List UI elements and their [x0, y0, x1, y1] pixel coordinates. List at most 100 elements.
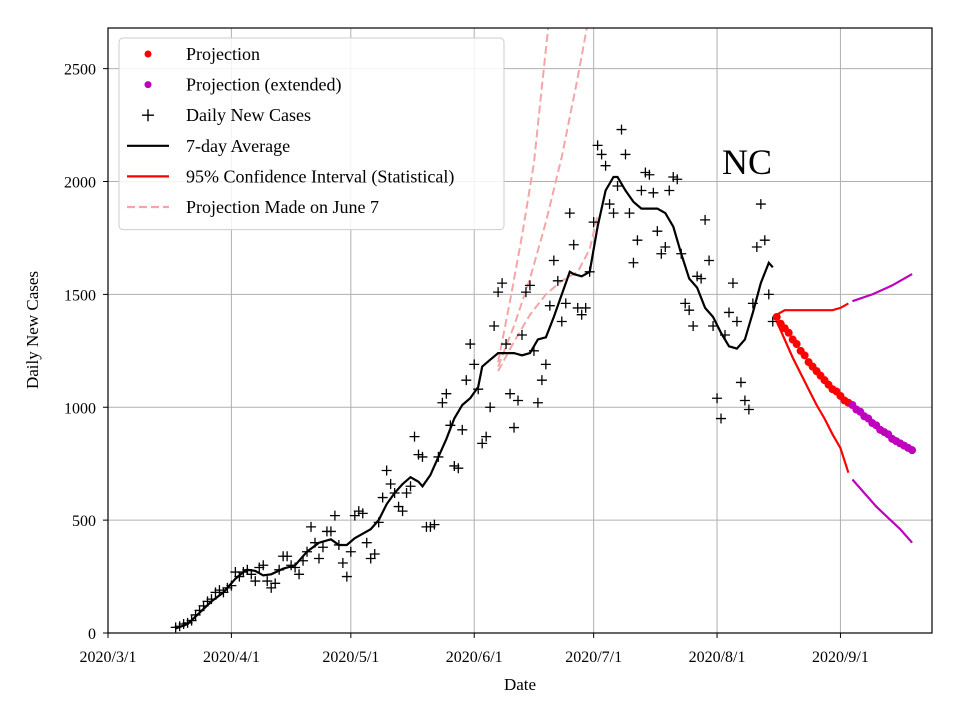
daily-case-point [648, 187, 659, 198]
projection-point [784, 328, 793, 337]
daily-case-point [576, 309, 587, 320]
x-tick-label: 2020/9/1 [812, 649, 869, 666]
daily-case-point [497, 278, 508, 289]
daily-case-point [755, 199, 766, 210]
daily-case-point [560, 298, 571, 309]
daily-case-point [417, 451, 428, 462]
daily-case-point [513, 395, 524, 406]
daily-case-point [644, 169, 655, 180]
daily-case-point [397, 506, 408, 517]
legend: Projection Projection (extended) Daily New… [118, 37, 505, 231]
daily-case-point [516, 330, 527, 341]
daily-case-point [624, 208, 635, 219]
annotation-label: NC [722, 142, 772, 182]
plot-content [170, 28, 917, 633]
y-tick-label: 2500 [64, 62, 96, 79]
daily-case-point [739, 395, 750, 406]
daily-case-point [524, 280, 535, 291]
daily-case-point [317, 542, 328, 553]
x-tick-label: 2020/5/1 [322, 649, 379, 666]
daily-case-point [632, 235, 643, 246]
daily-case-point [723, 307, 734, 318]
y-axis-label: Daily New Cases [23, 271, 42, 389]
daily-case-point [461, 375, 472, 386]
ci-upper-extended-line [852, 273, 913, 303]
daily-case-point [405, 481, 416, 492]
daily-case-point [596, 149, 607, 160]
daily-case-point [481, 431, 492, 442]
y-tick-label: 2000 [64, 175, 96, 192]
projection-point [792, 340, 801, 349]
daily-case-point [313, 553, 324, 564]
daily-case-point [536, 375, 547, 386]
daily-case-point [716, 413, 727, 424]
daily-case-point [628, 257, 639, 268]
daily-case-point [282, 551, 293, 562]
daily-case-point [688, 320, 699, 331]
daily-case-point [735, 377, 746, 388]
daily-case-point [437, 397, 448, 408]
june7-projection-line [497, 28, 550, 363]
legend-label: 95% Confidence Interval (Statistical) [186, 166, 454, 187]
daily-case-point [465, 339, 476, 350]
daily-case-point [568, 239, 579, 250]
daily-case-point [385, 479, 396, 490]
daily-case-point [604, 199, 615, 210]
daily-case-point [588, 217, 599, 228]
daily-case-point [262, 576, 273, 587]
daily-case-point [341, 571, 352, 582]
daily-case-point [337, 558, 348, 569]
daily-case-point [556, 316, 567, 327]
legend-swatch-dot [144, 50, 152, 58]
daily-case-point [325, 526, 336, 537]
legend-label: Projection [186, 44, 260, 64]
daily-case-point [552, 275, 563, 286]
daily-case-point [509, 422, 520, 433]
daily-case-point [700, 214, 711, 225]
daily-case-point [493, 287, 504, 298]
daily-case-point [532, 397, 543, 408]
legend-label: Daily New Cases [186, 105, 311, 125]
legend-label: 7-day Average [186, 136, 290, 156]
daily-case-point [441, 388, 452, 399]
legend-swatch-plus [142, 109, 154, 122]
y-tick-label: 1500 [64, 287, 96, 304]
ci-lower-line [775, 321, 850, 474]
ci-lower-extended-line [851, 478, 913, 544]
daily-case-point [457, 424, 468, 435]
daily-case-point [580, 302, 591, 313]
daily-case-point [608, 208, 619, 219]
daily-case-point [409, 431, 420, 442]
daily-case-point [727, 278, 738, 289]
daily-case-point [329, 510, 340, 521]
daily-case-point [612, 181, 623, 192]
plot-area [170, 28, 917, 633]
daily-case-point [294, 569, 305, 580]
daily-case-point [270, 578, 281, 589]
daily-case-point [731, 316, 742, 327]
daily-case-point [361, 537, 372, 548]
x-tick-label: 2020/4/1 [203, 649, 260, 666]
daily-case-point [680, 298, 691, 309]
x-tick-label: 2020/3/1 [80, 649, 137, 666]
daily-case-point [660, 241, 671, 252]
june7-projection-line [497, 215, 599, 372]
daily-case-point [520, 287, 531, 298]
axis-ticks: 2020/3/1 2020/4/1 2020/5/1 2020/6/1 2020/7/1… [64, 62, 869, 666]
daily-case-point [743, 404, 754, 415]
y-tick-label: 1000 [64, 400, 96, 417]
daily-case-point [620, 149, 631, 160]
daily-case-point [759, 235, 770, 246]
daily-case-point [664, 185, 675, 196]
daily-case-point [505, 388, 516, 399]
daily-case-point [453, 463, 464, 474]
daily-case-point [345, 546, 356, 557]
daily-case-point [501, 339, 512, 350]
daily-case-point [592, 140, 603, 151]
daily-case-point [469, 359, 480, 370]
daily-case-point [485, 402, 496, 413]
daily-case-point [696, 273, 707, 284]
daily-case-point [751, 241, 762, 252]
y-tick-label: 0 [88, 626, 96, 643]
